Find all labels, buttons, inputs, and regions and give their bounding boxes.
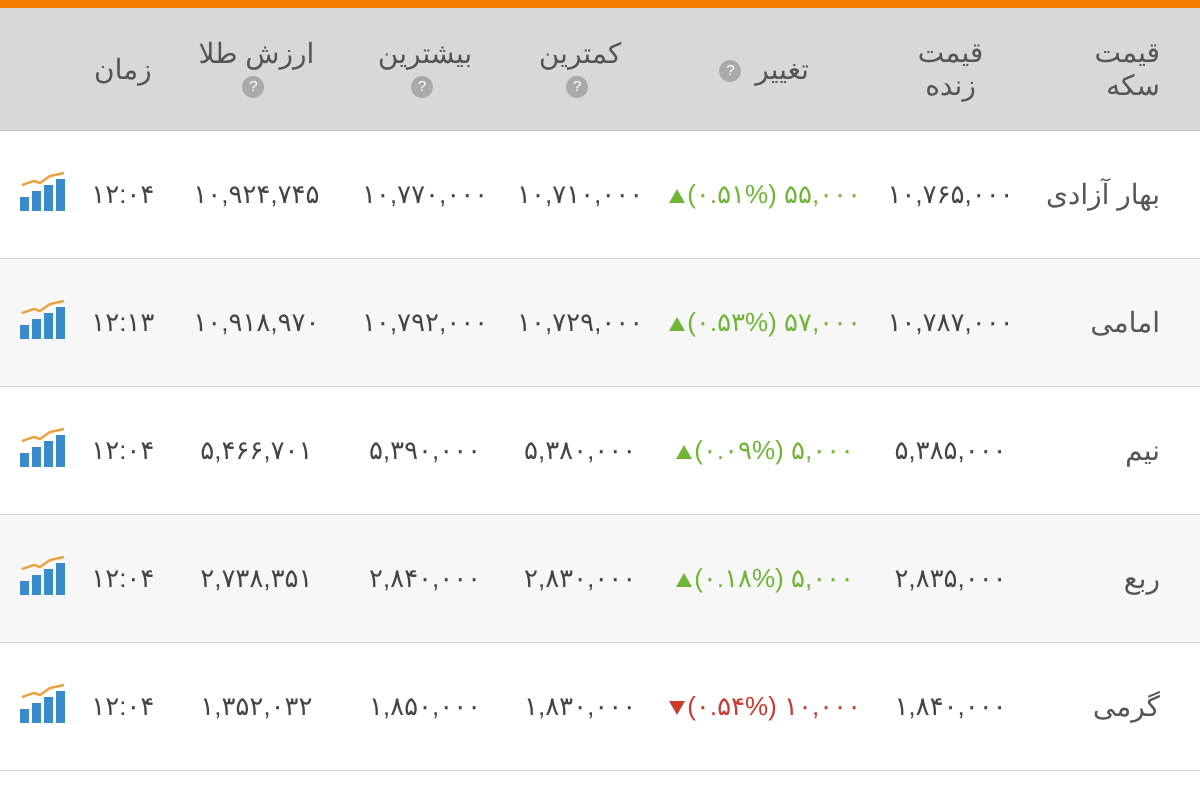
header-live-price: قیمت زنده [873,8,1028,131]
cell-time: ۱۲:۰۴ [78,515,168,643]
cell-change: (۰.۵۳%) ۵۷,۰۰۰ [655,259,873,387]
cell-gold-value: ۱۰,۹۱۸,۹۷۰ [168,259,345,387]
table-row[interactable]: گرمی۱,۸۴۰,۰۰۰(۰.۵۴%) ۱۰,۰۰۰۱,۸۳۰,۰۰۰۱,۸۵… [0,643,1200,771]
help-icon[interactable]: ? [719,60,741,82]
cell-gold-value: ۱,۳۵۲,۰۳۲ [168,643,345,771]
header-high: بیشترین ? [345,8,505,131]
cell-gold-value: ۵,۴۶۶,۷۰۱ [168,387,345,515]
cell-gold-value: ۱۰,۹۲۴,۷۴۵ [168,131,345,259]
cell-low: ۱۰,۷۱۰,۰۰۰ [505,131,655,259]
cell-chart[interactable] [0,515,78,643]
table-row[interactable]: ربع۲,۸۳۵,۰۰۰(۰.۱۸%) ۵,۰۰۰۲,۸۳۰,۰۰۰۲,۸۴۰,… [0,515,1200,643]
cell-low: ۵,۳۸۰,۰۰۰ [505,387,655,515]
table-header-row: قیمت سکه قیمت زنده تغییر ? کمترین ? بیشت… [0,8,1200,131]
cell-chart[interactable] [0,643,78,771]
cell-live-price: ۱۰,۷۶۵,۰۰۰ [873,131,1028,259]
header-low: کمترین ? [505,8,655,131]
help-icon[interactable]: ? [566,76,588,98]
chart-icon [20,299,66,339]
cell-change: (۰.۱۸%) ۵,۰۰۰ [655,515,873,643]
help-icon[interactable]: ? [242,76,264,98]
cell-name: نیم [1028,387,1200,515]
cell-change: (۰.۰۹%) ۵,۰۰۰ [655,387,873,515]
cell-chart[interactable] [0,387,78,515]
cell-low: ۱۰,۷۲۹,۰۰۰ [505,259,655,387]
trend-up-icon [676,445,692,459]
chart-icon [20,171,66,211]
trend-up-icon [676,573,692,587]
cell-high: ۲,۸۴۰,۰۰۰ [345,515,505,643]
trend-down-icon [669,701,685,715]
header-time: زمان [78,8,168,131]
chart-icon [20,427,66,467]
cell-name: بهار آزادی [1028,131,1200,259]
cell-name: گرمی [1028,643,1200,771]
cell-low: ۲,۸۳۰,۰۰۰ [505,515,655,643]
cell-high: ۵,۳۹۰,۰۰۰ [345,387,505,515]
cell-time: ۱۲:۰۴ [78,131,168,259]
cell-high: ۱۰,۷۹۲,۰۰۰ [345,259,505,387]
cell-chart[interactable] [0,131,78,259]
trend-up-icon [669,189,685,203]
cell-live-price: ۱۰,۷۸۷,۰۰۰ [873,259,1028,387]
trend-up-icon [669,317,685,331]
cell-time: ۱۲:۰۴ [78,643,168,771]
top-accent-bar [0,0,1200,8]
header-chart [0,8,78,131]
cell-gold-value: ۲,۷۳۸,۳۵۱ [168,515,345,643]
cell-high: ۱۰,۷۷۰,۰۰۰ [345,131,505,259]
price-table: قیمت سکه قیمت زنده تغییر ? کمترین ? بیشت… [0,8,1200,771]
cell-time: ۱۲:۱۳ [78,259,168,387]
help-icon[interactable]: ? [411,76,433,98]
table-row[interactable]: امامی۱۰,۷۸۷,۰۰۰(۰.۵۳%) ۵۷,۰۰۰۱۰,۷۲۹,۰۰۰۱… [0,259,1200,387]
chart-icon [20,683,66,723]
table-row[interactable]: بهار آزادی۱۰,۷۶۵,۰۰۰(۰.۵۱%) ۵۵,۰۰۰۱۰,۷۱۰… [0,131,1200,259]
cell-live-price: ۲,۸۳۵,۰۰۰ [873,515,1028,643]
cell-name: ربع [1028,515,1200,643]
cell-high: ۱,۸۵۰,۰۰۰ [345,643,505,771]
table-row[interactable]: نیم۵,۳۸۵,۰۰۰(۰.۰۹%) ۵,۰۰۰۵,۳۸۰,۰۰۰۵,۳۹۰,… [0,387,1200,515]
header-gold-value: ارزش طلا ? [168,8,345,131]
cell-chart[interactable] [0,259,78,387]
chart-icon [20,555,66,595]
cell-live-price: ۵,۳۸۵,۰۰۰ [873,387,1028,515]
cell-time: ۱۲:۰۴ [78,387,168,515]
header-change: تغییر ? [655,8,873,131]
cell-name: امامی [1028,259,1200,387]
cell-change: (۰.۵۱%) ۵۵,۰۰۰ [655,131,873,259]
cell-low: ۱,۸۳۰,۰۰۰ [505,643,655,771]
cell-change: (۰.۵۴%) ۱۰,۰۰۰ [655,643,873,771]
cell-live-price: ۱,۸۴۰,۰۰۰ [873,643,1028,771]
header-name: قیمت سکه [1028,8,1200,131]
